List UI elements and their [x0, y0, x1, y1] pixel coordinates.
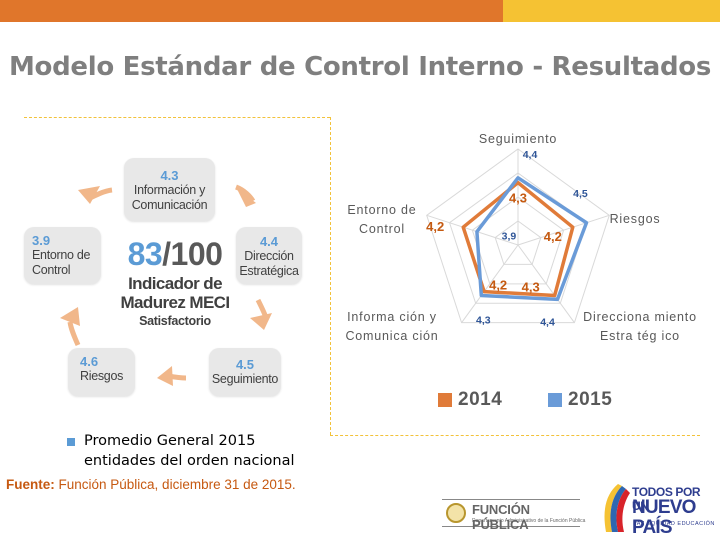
top-bar-yellow: [503, 0, 720, 22]
meci-score: 83/100: [100, 236, 250, 272]
radar-axis-label: Entorno de: [347, 203, 416, 217]
radar-data-label-2015: 4,3: [476, 314, 491, 326]
divider-top: [24, 117, 330, 118]
card-value: 4.6: [80, 354, 99, 369]
legend-2014: 2014: [438, 389, 502, 411]
top-bar-orange: [0, 0, 503, 22]
meci-score-max: 100: [170, 236, 223, 272]
note-line: entidades del orden nacional: [84, 453, 295, 469]
radar-data-label-2015: 3,9: [502, 231, 517, 243]
card-value: 4.3: [160, 168, 179, 183]
arrow-top-right-tail: [235, 184, 256, 203]
meci-score-value: 83: [127, 236, 163, 272]
radar-spoke: [517, 244, 575, 323]
radar-axis-label: Direcciona miento: [583, 310, 697, 324]
meci-score-slash: /: [162, 236, 171, 272]
cycle-card-entorno: 3.9 Entorno de Control: [24, 227, 101, 284]
radar-data-label-2015: 4,4: [523, 149, 538, 161]
cycle-card-informacion: 4.3 Información y Comunicación: [124, 158, 215, 221]
legend-swatch-2015: [548, 393, 562, 407]
radar-axis-label: Seguimiento: [479, 132, 557, 146]
card-label: Riesgos: [80, 369, 124, 383]
radar-data-label-2014: 4,2: [544, 229, 562, 244]
radar-grid-ring: [471, 196, 565, 285]
arrow-bottom: [157, 366, 173, 386]
arrow-left: [60, 307, 80, 326]
radar-spoke: [517, 214, 610, 246]
average-note: Promedio General 2015 entidades del orde…: [62, 431, 295, 471]
arrow-top-left: [78, 186, 100, 204]
note-bullet-icon: [67, 438, 75, 446]
source-note: Fuente: Función Pública, diciembre 31 de…: [6, 477, 296, 492]
radar-data-label-2015: 4,4: [540, 316, 555, 328]
card-label: Control: [32, 263, 71, 277]
meci-label-line: Indicador de: [128, 274, 222, 293]
legend-swatch-2014: [438, 393, 452, 407]
nuevo-pais-mark-icon: [604, 484, 630, 532]
cycle-arrows: [60, 184, 272, 386]
radar-series-2015: [475, 176, 589, 302]
source-key: Fuente:: [6, 477, 55, 492]
radar-chart: 4,3 4,2 4,3 4,2 4,2 4,4 4,5 4,4 4,3 3,9 Seguimient…: [345, 132, 697, 343]
cycle-card-seguimiento: 4.5 Seguimiento: [209, 348, 281, 396]
card-label: Estratégica: [239, 264, 299, 278]
radar-data-label-2014: 4,2: [489, 278, 507, 293]
radar-data-label-2014: 4,3: [522, 279, 540, 294]
card-label: Entorno de: [32, 248, 91, 262]
card-value: 4.5: [235, 357, 255, 372]
legend-label-2014: 2014: [458, 389, 503, 410]
radar-grid-ring: [494, 220, 542, 265]
divider-vertical: [330, 117, 331, 435]
radar-data-label-2015: 4,5: [573, 188, 588, 200]
logo-np-line2: NUEVO PAÍS: [632, 497, 696, 538]
arrow-right-tail: [255, 298, 269, 319]
nuevo-pais-logo: TODOS POR UN NUEVO PAÍS PAZ EQUIDAD EDUC…: [596, 480, 716, 538]
card-label: Seguimiento: [211, 372, 279, 386]
radar-spoke: [461, 244, 519, 323]
legend-label-2015: 2015: [568, 389, 613, 410]
arrow-bottom-tail: [167, 373, 187, 381]
cycle-card-riesgos: 4.6 Riesgos: [68, 348, 135, 396]
funcion-publica-logo: FUNCIÓN PÚBLICA Departamento Administrat…: [442, 499, 585, 532]
page-title: Modelo Estándar de Control Interno - Res…: [8, 52, 712, 82]
radar-data-label-2014: 4,2: [426, 219, 444, 234]
radar-axis-label: Informa ción y: [347, 310, 437, 324]
meci-status: Satisfactorio: [139, 314, 211, 328]
divider-bottom: [330, 435, 700, 436]
arrow-left-tail: [67, 321, 81, 347]
logo-np-line3: PAZ EQUIDAD EDUCACIÓN: [633, 521, 715, 527]
note-line: Promedio General 2015: [84, 433, 256, 449]
top-color-bar: [0, 0, 720, 22]
arrow-top-left-tail: [86, 187, 113, 202]
radar-data-label-2014: 4,3: [509, 191, 527, 206]
radar-axis-label: Riesgos: [610, 212, 661, 226]
card-label: Comunicación: [131, 198, 208, 212]
cycle-card-direccion: 4.4 Dirección Estratégica: [236, 227, 302, 284]
radar-series-2014: [461, 180, 575, 298]
source-text: Función Pública, diciembre 31 de 2015.: [54, 477, 296, 492]
radar-grid-ring: [426, 148, 610, 324]
card-value: 3.9: [32, 233, 51, 248]
card-label: Información y: [133, 183, 206, 197]
coat-of-arms-icon: [446, 503, 466, 523]
logo-fp-title: FUNCIÓN PÚBLICA: [472, 502, 530, 532]
radar-axis-label: Comunica ción: [345, 329, 438, 343]
radar-axis-label: Estra tég ico: [600, 329, 680, 343]
logo-fp-subtitle: Departamento Administrativo de la Funció…: [472, 518, 586, 524]
logo-np-line1: TODOS POR UN: [632, 485, 701, 513]
meci-label: Indicador de Madurez MECI: [95, 274, 255, 312]
radar-axis-label: Control: [359, 222, 405, 236]
card-value: 4.4: [259, 234, 279, 249]
meci-label-line: Madurez MECI: [120, 293, 231, 312]
legend-2015: 2015: [548, 389, 612, 411]
radar-spoke: [426, 214, 519, 246]
card-label: Dirección: [244, 249, 294, 263]
